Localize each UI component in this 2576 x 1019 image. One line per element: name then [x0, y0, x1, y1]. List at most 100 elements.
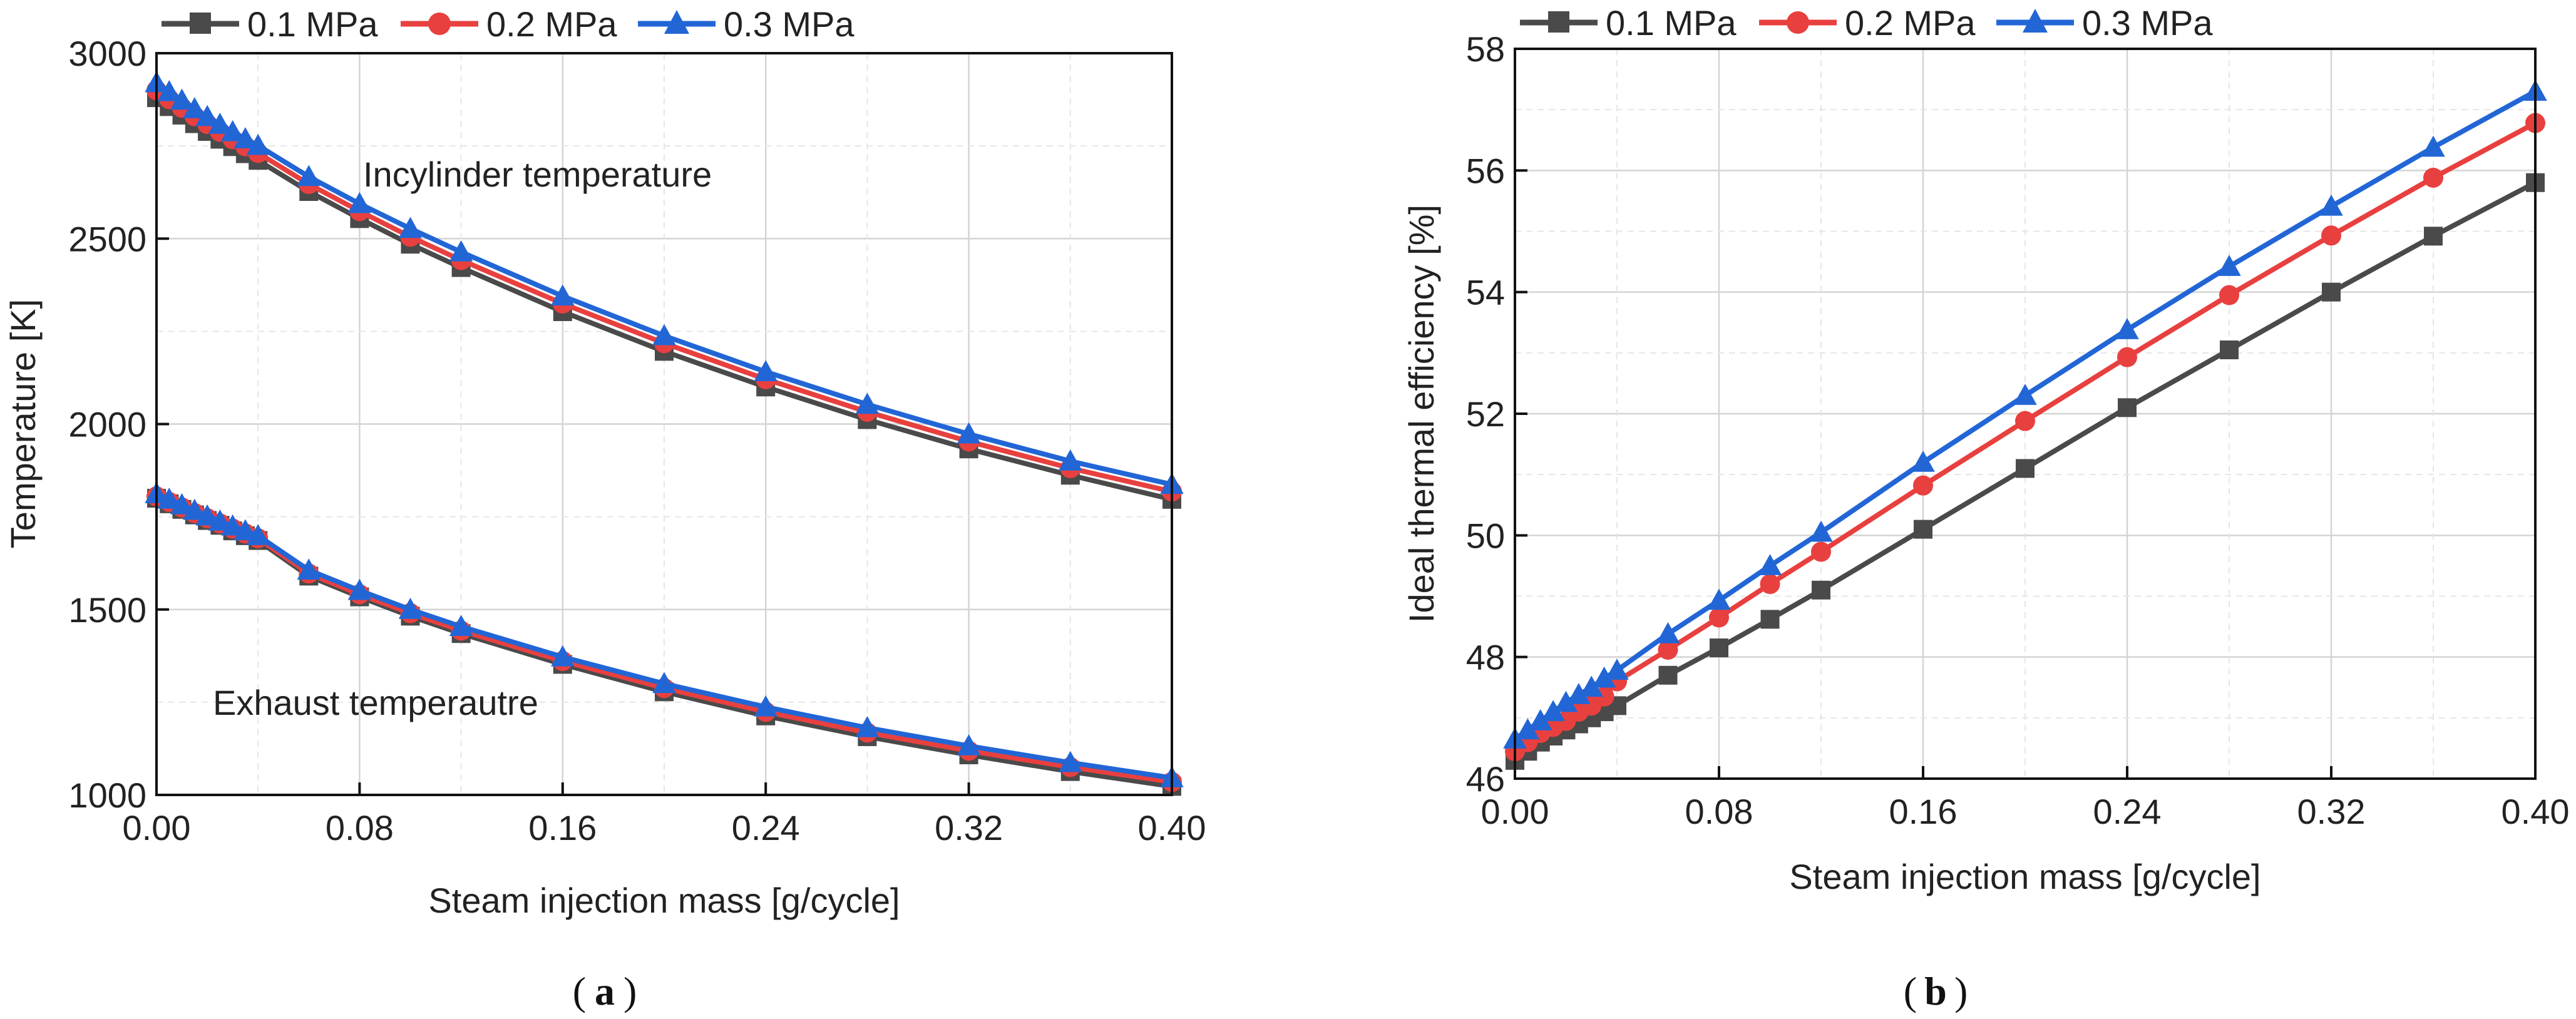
b-point-s2-4 — [1554, 690, 1578, 712]
caption-a-letter: a — [595, 969, 615, 1013]
a-point-s5-7 — [233, 519, 257, 541]
caption-b-letter: b — [1924, 969, 1947, 1013]
b-point-s0-14 — [2016, 459, 2035, 478]
a-point-s5-12 — [449, 615, 473, 637]
a-legend-marker-square — [190, 13, 211, 34]
a-annotation-incylinder: Incylinder temperature — [363, 155, 712, 194]
a-legend-label-0.2: 0.2 MPa — [486, 4, 617, 44]
b-point-s2-5 — [1567, 683, 1591, 704]
b-point-s1-18 — [2423, 167, 2443, 188]
b-point-s1-13 — [1913, 475, 1933, 496]
a-point-s5-8 — [246, 524, 270, 545]
a-point-s5-1 — [157, 488, 182, 509]
a-point-s2-7 — [233, 127, 257, 148]
b-legend-marker-circle — [1787, 11, 1809, 34]
a-annotation-exhaust: Exhaust temperautre — [213, 683, 538, 722]
b-legend-marker-triangle — [2023, 9, 2048, 33]
b-point-s0-11 — [1760, 610, 1780, 629]
a-y-axis-label: Temperature [K] — [3, 299, 43, 548]
b-point-s0-15 — [2118, 398, 2137, 417]
b-ytick-label-1: 48 — [1466, 638, 1505, 677]
a-point-s5-17 — [957, 734, 981, 755]
b-point-s2-11 — [1758, 554, 1782, 575]
b-point-s0-17 — [2322, 282, 2341, 302]
a-point-s2-13 — [551, 284, 575, 306]
b-point-s0-9 — [1658, 665, 1678, 685]
a-ytick-label-3: 2500 — [68, 219, 146, 259]
b-xtick-label-4: 0.32 — [2297, 792, 2366, 831]
b-ticks: 0.00 0.08 0.16 0.24 0.32 0.40 46 48 50 52 54 56 58 — [1466, 29, 2570, 831]
a-xtick-label-2: 0.16 — [528, 808, 597, 847]
a-xtick-label-4: 0.32 — [935, 808, 1003, 847]
b-legend-marker-square — [1548, 11, 1569, 33]
b-point-s2-9 — [1656, 622, 1680, 643]
a-point-s5-6 — [220, 514, 245, 536]
b-point-s2-1 — [1516, 718, 1540, 740]
b-ytick-label-5: 56 — [1466, 151, 1505, 190]
b-point-s2-6 — [1579, 675, 1603, 697]
b-point-s1-11 — [1760, 574, 1780, 595]
b-point-s0-16 — [2220, 340, 2239, 359]
b-point-s2-14 — [2013, 384, 2037, 405]
a-point-s2-6 — [220, 120, 245, 141]
caption-a-close-paren: ) — [623, 969, 637, 1013]
a-point-s5-5 — [208, 509, 232, 531]
a-point-s2-1 — [157, 79, 182, 101]
a-point-s2-4 — [195, 105, 219, 126]
b-point-s1-14 — [2015, 411, 2035, 431]
b-point-s2-13 — [1911, 450, 1935, 472]
a-point-s5-18 — [1059, 750, 1082, 772]
b-xtick-label-0: 0.00 — [1481, 792, 1549, 831]
a-point-s5-11 — [398, 598, 423, 619]
b-legend-label-0.1: 0.1 MPa — [1606, 3, 1737, 43]
a-point-s5-10 — [347, 578, 372, 600]
b-point-s2-3 — [1541, 700, 1565, 722]
caption-a: ( a ) — [573, 969, 637, 1013]
b-point-s1-16 — [2219, 285, 2239, 305]
a-ytick-label-4: 3000 — [68, 34, 146, 73]
panel-b-efficiency-chart: 0.00 0.08 0.16 0.24 0.32 0.40 46 48 50 52 54 56 58 S… — [1402, 3, 2570, 1013]
a-x-axis-label: Steam injection mass [g/cycle] — [428, 881, 900, 920]
caption-b: ( b ) — [1904, 969, 1968, 1013]
b-legend-label-0.2: 0.2 MPa — [1845, 3, 1976, 43]
caption-b-open-paren: ( — [1904, 969, 1917, 1013]
a-ytick-label-2: 2000 — [68, 405, 146, 444]
a-point-s2-2 — [170, 88, 194, 110]
a-point-s2-3 — [183, 97, 207, 118]
b-point-s2-10 — [1707, 588, 1731, 610]
a-xtick-label-5: 0.40 — [1138, 808, 1206, 847]
b-ytick-label-3: 52 — [1466, 394, 1505, 434]
a-legend-label-0.1: 0.1 MPa — [247, 4, 378, 44]
b-ytick-label-4: 54 — [1466, 273, 1505, 312]
b-series-layer — [1503, 79, 2547, 770]
b-legend-label-0.3: 0.3 MPa — [2082, 3, 2213, 43]
a-xtick-label-0: 0.00 — [123, 808, 191, 847]
a-series-layer — [145, 71, 1184, 796]
b-y-axis-label: Ideal thermal efficiency [%] — [1402, 205, 1441, 623]
b-legend: 0.1 MPa 0.2 MPa 0.3 MPa — [1520, 3, 2213, 43]
b-point-s0-10 — [1710, 638, 1728, 658]
b-point-s2-18 — [2421, 135, 2445, 157]
a-ticks: 0.00 0.08 0.16 0.24 0.32 0.40 1000 1500 2000 2500… — [68, 34, 1206, 847]
a-point-s5-13 — [551, 645, 575, 667]
a-ytick-label-0: 1000 — [68, 776, 146, 815]
b-xtick-label-3: 0.24 — [2093, 792, 2162, 831]
b-point-s0-12 — [1812, 580, 1830, 600]
b-point-s2-7 — [1592, 666, 1616, 688]
a-gridlines — [157, 53, 1172, 795]
b-point-s0-18 — [2424, 227, 2443, 246]
a-point-s2-8 — [246, 133, 270, 155]
a-point-s5-9 — [297, 558, 321, 580]
b-xtick-label-2: 0.16 — [1889, 792, 1958, 831]
b-point-s2-2 — [1529, 709, 1552, 730]
b-xtick-label-5: 0.40 — [2502, 792, 2570, 831]
a-point-s2-17 — [957, 422, 981, 444]
b-point-s1-10 — [1709, 607, 1729, 628]
a-legend: 0.1 MPa 0.2 MPa 0.3 MPa — [162, 4, 854, 44]
b-ytick-label-0: 46 — [1466, 759, 1505, 799]
b-point-s1-15 — [2117, 347, 2137, 367]
a-legend-marker-triangle — [664, 10, 689, 34]
a-xtick-label-1: 0.08 — [326, 808, 394, 847]
a-point-s2-18 — [1059, 449, 1082, 471]
